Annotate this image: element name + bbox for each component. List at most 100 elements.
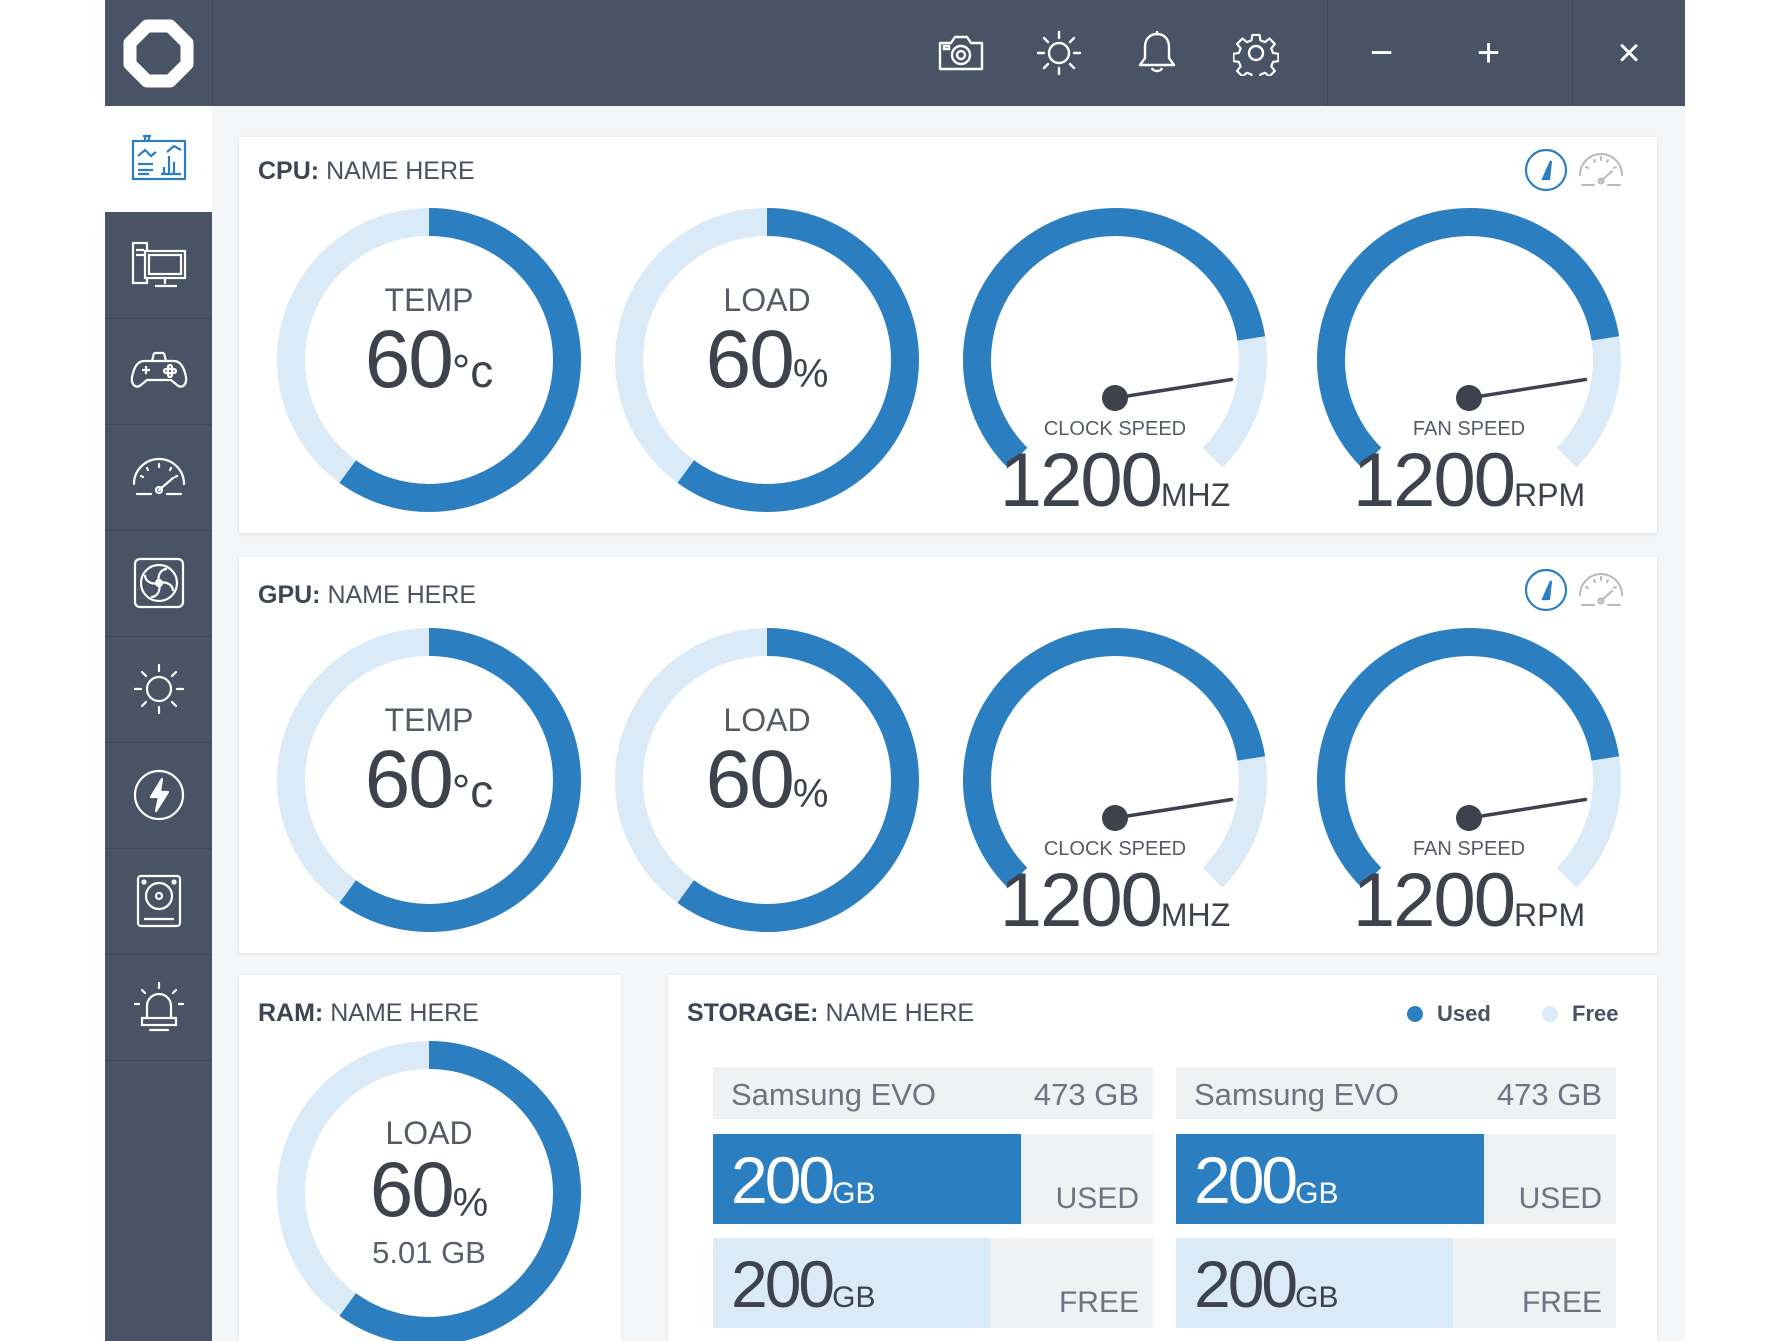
bell-icon	[1138, 31, 1176, 73]
value-unit: %	[792, 352, 829, 396]
gpu-load-value: 60%	[614, 733, 920, 827]
used-unit: GB	[1295, 1177, 1339, 1210]
free-amount: 200GB	[731, 1246, 875, 1322]
lightning-icon	[133, 769, 184, 821]
dial-needle	[1113, 797, 1234, 820]
gauge-view-icon	[1524, 148, 1568, 192]
alarm-light-icon	[133, 981, 184, 1032]
value-number: 60	[364, 314, 454, 405]
ring-gauge	[277, 628, 581, 932]
ring-fill	[277, 208, 581, 512]
dial-fill	[1317, 628, 1620, 888]
gauge-view-toggle[interactable]	[1523, 567, 1569, 613]
dial-gauge	[963, 208, 1267, 468]
gear-icon	[1233, 33, 1279, 76]
used-tag: USED	[1518, 1182, 1602, 1215]
sidebar-item-gaming[interactable]	[105, 318, 212, 425]
storage-card: STORAGE: NAME HERE Used Free Samsung EVO…	[668, 975, 1657, 1341]
value-number: 60	[364, 734, 454, 825]
cpu-temp-gauge: TEMP 60°c	[276, 207, 582, 513]
dial-gauge	[963, 628, 1267, 888]
dashboard-icon	[131, 134, 186, 181]
screenshot-button[interactable]	[929, 0, 993, 106]
value-unit: RPM	[1513, 477, 1586, 513]
value-unit: °c	[451, 345, 494, 397]
sidebar-item-dashboard[interactable]	[105, 106, 212, 212]
legend-used-swatch	[1407, 1006, 1423, 1022]
notifications-button[interactable]	[1125, 0, 1189, 106]
value-unit: MHZ	[1160, 477, 1231, 513]
cpu-fan-label: FAN SPEED	[1412, 418, 1526, 440]
dial-needle	[1113, 377, 1234, 400]
free-fill	[713, 1238, 991, 1328]
app-logo-icon	[123, 19, 194, 88]
dial-view-toggle[interactable]	[1576, 147, 1626, 193]
close-glyph: ×	[1617, 30, 1641, 75]
drive-used-bar: 200GB USED	[713, 1134, 1153, 1224]
brightness-button[interactable]	[1027, 0, 1091, 106]
ring-gauge	[277, 1041, 581, 1341]
sidebar-item-system[interactable]	[105, 212, 212, 319]
value-unit: MHZ	[1160, 897, 1231, 933]
ring-fill	[615, 628, 919, 932]
sidebar-item-power[interactable]	[105, 742, 212, 849]
cpu-load-gauge: LOAD 60%	[614, 207, 920, 513]
free-number: 200	[1194, 1247, 1298, 1321]
cpu-title-label: CPU:	[258, 157, 320, 185]
value-unit: RPM	[1513, 897, 1586, 933]
sidebar-item-performance[interactable]	[105, 424, 212, 531]
maximize-button[interactable]: +	[1435, 0, 1542, 106]
value-number: 1200	[1352, 438, 1516, 523]
used-fill	[713, 1134, 1021, 1224]
dial-gauge	[1317, 208, 1621, 468]
cpu-load-value: 60%	[614, 313, 920, 407]
value-unit: %	[792, 772, 829, 816]
value-number: 1200	[999, 438, 1163, 523]
ram-load-value: 60%	[276, 1144, 582, 1235]
free-unit: GB	[832, 1281, 876, 1314]
cpu-load-label: LOAD	[723, 282, 811, 318]
used-amount: 200GB	[1194, 1142, 1338, 1218]
gauge-view-icon	[1524, 568, 1568, 612]
gauge-view-toggle[interactable]	[1523, 147, 1569, 193]
storage-title-name: NAME HERE	[825, 999, 975, 1027]
camera-icon	[938, 35, 984, 71]
sidebar-item-storage[interactable]	[105, 848, 212, 955]
ram-card-title: RAM: NAME HERE	[258, 999, 479, 1028]
ram-title-name: NAME HERE	[330, 999, 479, 1027]
legend-free-label: Free	[1572, 1001, 1619, 1026]
ring-gauge	[615, 628, 919, 932]
used-amount: 200GB	[731, 1142, 875, 1218]
ram-load-label: LOAD	[385, 1115, 473, 1151]
ring-gauge	[277, 208, 581, 512]
value-number: 60	[705, 314, 795, 405]
gpu-clock-dial: CLOCK SPEED 1200MHZ	[962, 627, 1268, 943]
used-tag: USED	[1055, 1182, 1139, 1215]
close-button[interactable]: ×	[1573, 0, 1685, 106]
cpu-card-title: CPU: NAME HERE	[258, 157, 475, 186]
ram-card: RAM: NAME HERE LOAD 60% 5.01 GB	[239, 975, 621, 1341]
ring-fill	[277, 628, 581, 932]
dial-needle	[1467, 797, 1588, 820]
minimize-glyph: −	[1369, 30, 1394, 75]
sidebar-item-alerts[interactable]	[105, 954, 212, 1061]
drive-header: Samsung EVO 473 GB	[713, 1067, 1153, 1119]
minimize-button[interactable]: −	[1328, 0, 1435, 106]
drive-icon	[136, 874, 181, 928]
drive-header: Samsung EVO 473 GB	[1176, 1067, 1616, 1119]
dial-view-toggle[interactable]	[1576, 567, 1626, 613]
drive-name: Samsung EVO	[731, 1077, 937, 1112]
free-number: 200	[731, 1247, 835, 1321]
drive-capacity: 473 GB	[1496, 1077, 1602, 1112]
value-number: 60	[369, 1145, 455, 1233]
dial-fill	[963, 628, 1266, 888]
monitor-icon	[131, 241, 186, 288]
free-tag: FREE	[1058, 1286, 1139, 1319]
sidebar-item-lighting[interactable]	[105, 636, 212, 743]
settings-button[interactable]	[1224, 0, 1288, 106]
legend-free-swatch	[1542, 1006, 1558, 1022]
drive-name: Samsung EVO	[1194, 1077, 1400, 1112]
speedometer-icon	[132, 457, 185, 496]
sidebar-item-cooling[interactable]	[105, 530, 212, 637]
ram-used-amount: 5.01 GB	[372, 1235, 486, 1270]
